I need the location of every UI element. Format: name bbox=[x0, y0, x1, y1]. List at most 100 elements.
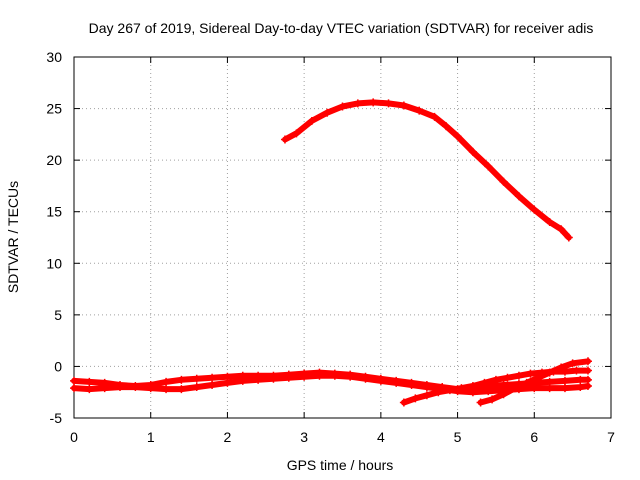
x-axis-label: GPS time / hours bbox=[287, 457, 394, 473]
data-point bbox=[480, 378, 489, 387]
data-point bbox=[430, 112, 439, 121]
plot-border bbox=[73, 56, 612, 419]
data-point bbox=[269, 374, 278, 383]
x-tick-label: 4 bbox=[377, 429, 385, 445]
y-tick-label: 20 bbox=[46, 152, 62, 168]
series-line bbox=[477, 358, 591, 406]
data-point bbox=[572, 366, 581, 375]
data-point bbox=[468, 382, 477, 391]
x-tick-label: 1 bbox=[147, 429, 155, 445]
data-point bbox=[491, 375, 500, 384]
data-point bbox=[484, 162, 493, 171]
data-point bbox=[511, 384, 520, 393]
data-point bbox=[583, 382, 592, 391]
data-point bbox=[488, 395, 497, 404]
x-tick-label: 3 bbox=[300, 429, 308, 445]
grid bbox=[74, 57, 611, 418]
data-point bbox=[476, 398, 485, 407]
x-tick-label: 6 bbox=[530, 429, 538, 445]
data-point bbox=[583, 366, 592, 375]
data-point bbox=[338, 102, 347, 111]
data-point bbox=[361, 374, 370, 383]
data-point bbox=[384, 99, 393, 108]
data-point bbox=[530, 205, 539, 214]
x-tick-label: 0 bbox=[70, 429, 78, 445]
data-point bbox=[238, 376, 247, 385]
data-point bbox=[323, 108, 332, 117]
data-point bbox=[162, 377, 171, 386]
data-point bbox=[208, 373, 217, 382]
data-point bbox=[162, 385, 171, 394]
data-point bbox=[415, 106, 424, 115]
data-point bbox=[422, 391, 431, 400]
data-point bbox=[100, 384, 109, 393]
data-point bbox=[407, 380, 416, 389]
data-point bbox=[453, 132, 462, 141]
data-point bbox=[315, 371, 324, 380]
data-point bbox=[545, 384, 554, 393]
data-point bbox=[177, 375, 186, 384]
x-tick-label: 7 bbox=[607, 429, 615, 445]
data-point bbox=[468, 147, 477, 156]
data-point bbox=[392, 378, 401, 387]
data-point bbox=[422, 383, 431, 392]
data-point bbox=[557, 363, 566, 372]
data-point bbox=[85, 385, 94, 394]
data-point bbox=[499, 390, 508, 399]
data-point bbox=[70, 384, 78, 393]
data-point bbox=[85, 377, 94, 386]
data-point bbox=[192, 374, 201, 383]
data-point bbox=[526, 369, 535, 378]
data-point bbox=[576, 383, 585, 392]
data-point bbox=[131, 383, 140, 392]
y-tick-label: 25 bbox=[46, 101, 62, 117]
data-point bbox=[346, 372, 355, 381]
series-track-e bbox=[476, 357, 592, 407]
data-point bbox=[353, 99, 362, 108]
y-tick-label: 5 bbox=[54, 307, 62, 323]
data-point bbox=[292, 129, 301, 138]
y-axis-label: SDTVAR / TECUs bbox=[5, 181, 21, 293]
data-point bbox=[254, 375, 263, 384]
data-point bbox=[442, 122, 451, 131]
data-point bbox=[399, 398, 408, 407]
y-tick-label: 30 bbox=[46, 49, 62, 65]
data-point bbox=[545, 368, 554, 377]
data-point bbox=[557, 225, 566, 234]
chart-title: Day 267 of 2019, Sidereal Day-to-day VTE… bbox=[89, 20, 594, 36]
data-point bbox=[223, 378, 232, 387]
data-point bbox=[514, 371, 523, 380]
y-tick-label: 10 bbox=[46, 255, 62, 271]
data-point bbox=[300, 372, 309, 381]
data-point bbox=[534, 373, 543, 382]
data-point bbox=[560, 384, 569, 393]
data-point bbox=[583, 357, 592, 366]
data-point bbox=[568, 359, 577, 368]
data-point bbox=[192, 383, 201, 392]
data-point bbox=[545, 218, 554, 227]
data-point bbox=[434, 388, 443, 397]
data-point bbox=[208, 380, 217, 389]
y-tick-label: 15 bbox=[46, 204, 62, 220]
data-point bbox=[503, 373, 512, 382]
data-point bbox=[530, 384, 539, 393]
data-point bbox=[399, 101, 408, 110]
data-point bbox=[576, 375, 585, 384]
data-point bbox=[284, 373, 293, 382]
data-point bbox=[564, 233, 573, 242]
data-point bbox=[307, 116, 316, 125]
series-line bbox=[282, 99, 572, 241]
data-point bbox=[330, 371, 339, 380]
data-point bbox=[369, 98, 378, 107]
x-tick-label: 5 bbox=[454, 429, 462, 445]
data-series bbox=[70, 98, 592, 407]
axis-ticks: 0 1 2 3 4 5 6 7 -5 0 5 10 15 20 25 30 bbox=[46, 49, 615, 445]
data-point bbox=[70, 376, 78, 385]
data-point bbox=[146, 384, 155, 393]
data-point bbox=[560, 376, 569, 385]
data-point bbox=[280, 135, 289, 144]
data-point bbox=[177, 385, 186, 394]
y-tick-label: 0 bbox=[54, 358, 62, 374]
y-tick-label: -5 bbox=[50, 410, 63, 426]
